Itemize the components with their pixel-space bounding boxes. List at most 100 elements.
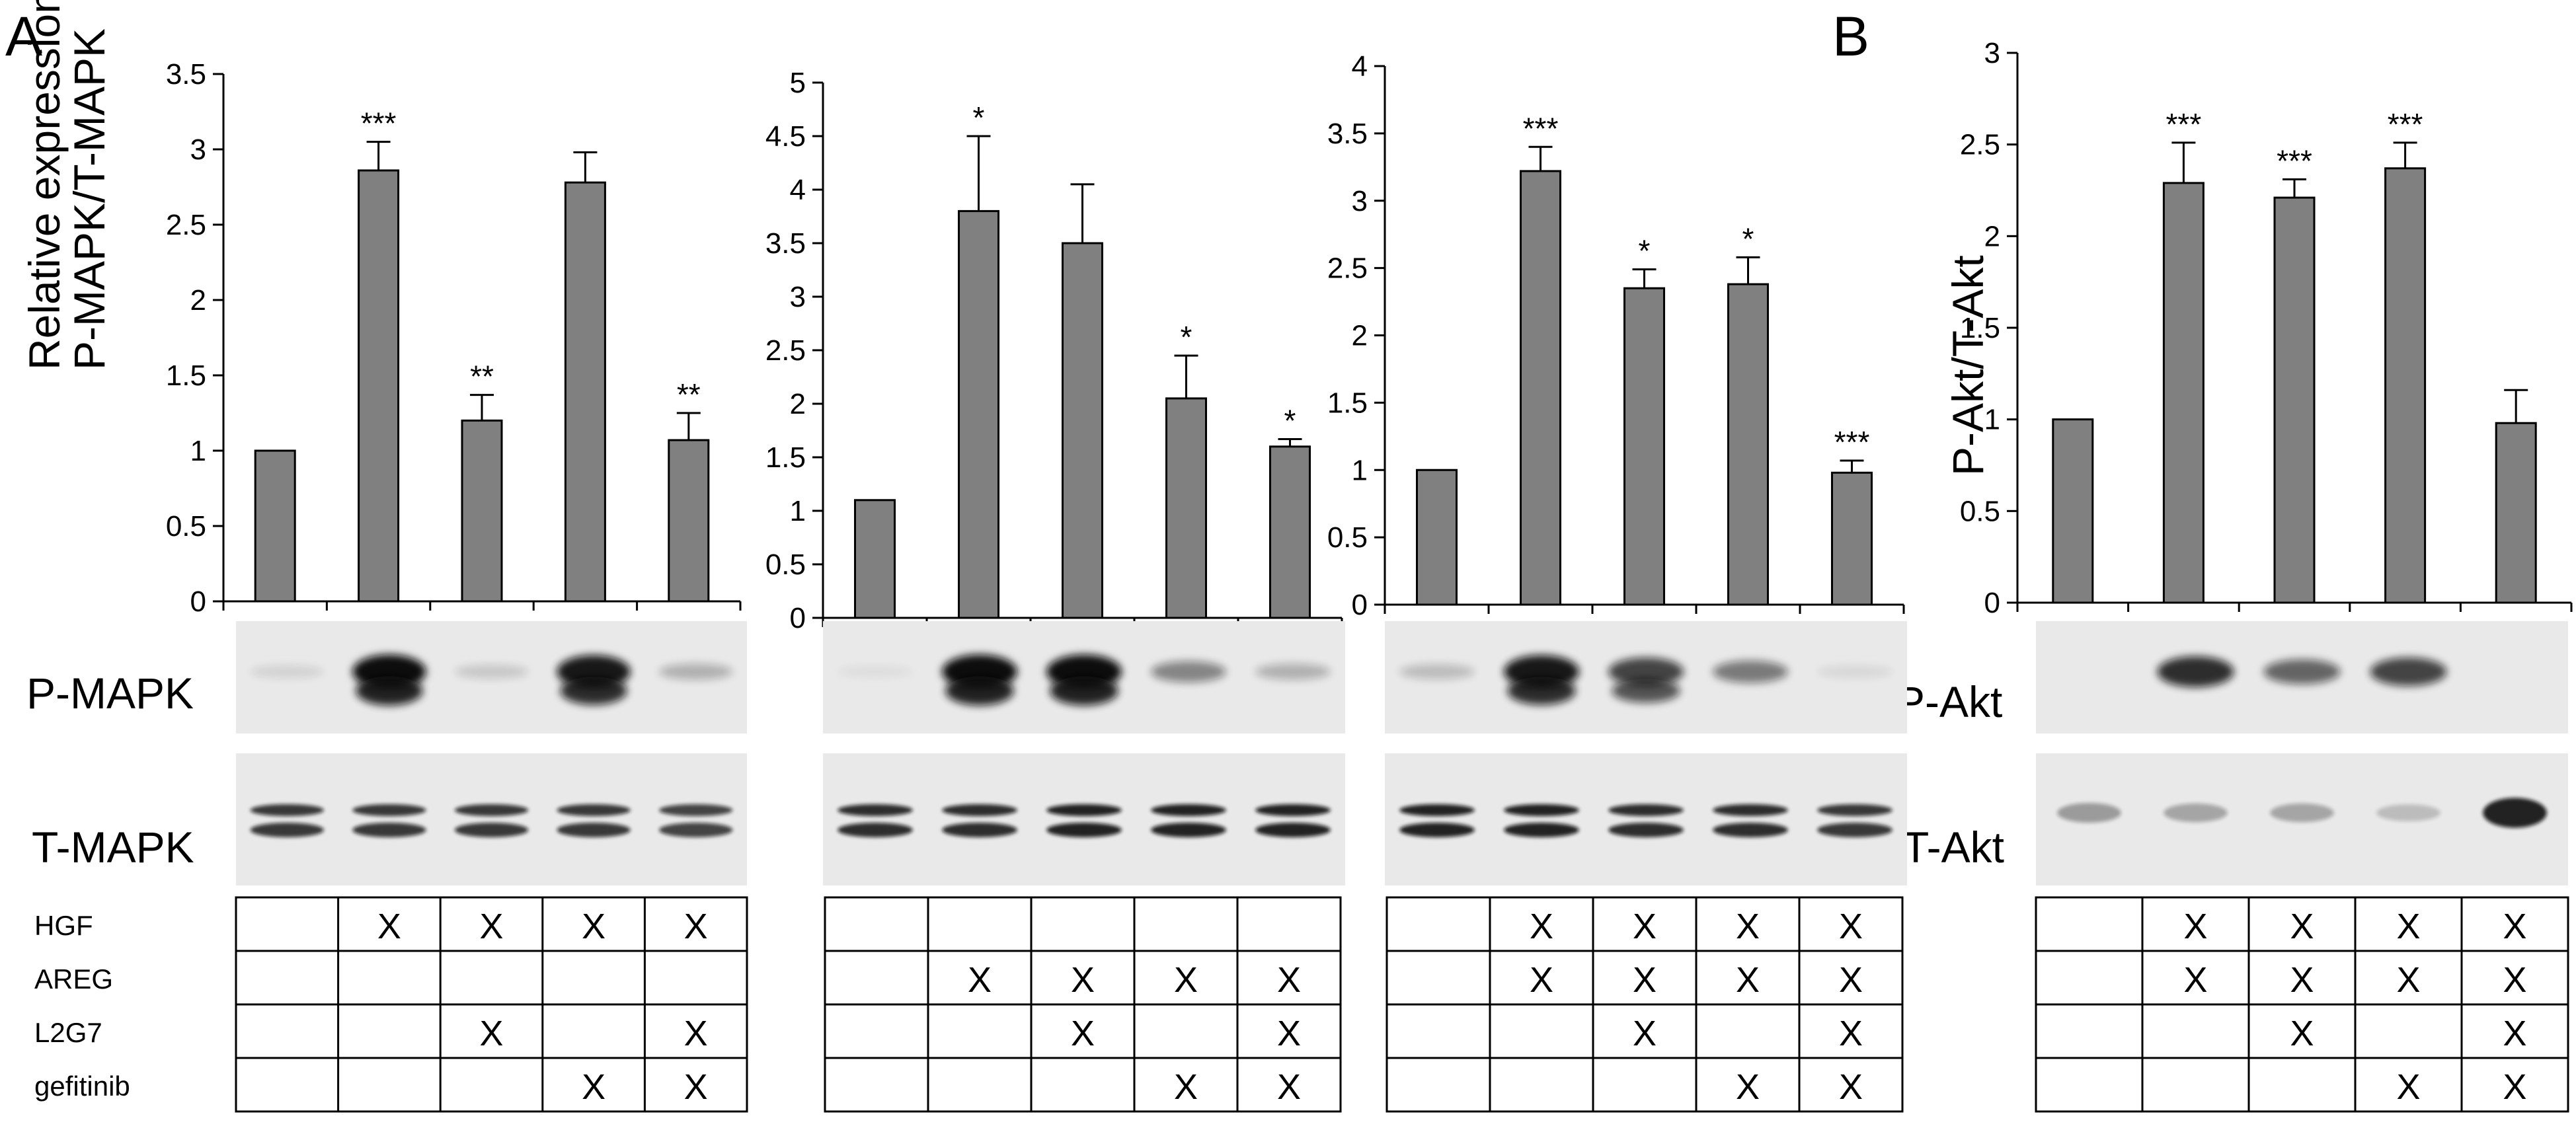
treatment-mark: X (1736, 1067, 1760, 1107)
blot-band (2263, 659, 2341, 685)
treatment-mark: X (1839, 1067, 1863, 1107)
treatment-mark: X (1633, 960, 1657, 1000)
bar (2273, 196, 2316, 604)
blot-band (945, 676, 1014, 706)
blot-label-p-akt: P-Akt (1896, 677, 2002, 726)
bar (854, 499, 896, 619)
blot-band (560, 677, 627, 705)
y-tick-label: 1.5 (765, 441, 806, 474)
treatment-mark: X (1277, 1014, 1301, 1053)
significance-label: *** (1523, 111, 1559, 145)
y-tick-label: 1 (1352, 454, 1368, 486)
significance-label: ** (677, 377, 701, 412)
treatment-mark: X (2183, 960, 2207, 1000)
blot-band (1255, 823, 1331, 837)
treatment-mark: X (1736, 907, 1760, 946)
bar (1727, 283, 1769, 606)
treatment-mark: X (1633, 1014, 1657, 1053)
treatment-mark: X (1071, 960, 1095, 1000)
treatment-mark: X (2290, 1014, 2314, 1053)
treatment-mark: X (1277, 1067, 1301, 1107)
bar (1831, 471, 1873, 606)
y-axis-title-line1: Relative expression (20, 0, 69, 370)
blot-band (2270, 803, 2334, 823)
significance-label: *** (2388, 107, 2423, 141)
blot-band (1608, 658, 1684, 686)
blot-band (454, 823, 529, 837)
blot-band (250, 804, 324, 816)
blot-band (557, 804, 631, 816)
blot-label-p-mapk: P-MAPK (26, 669, 194, 718)
blot-band (1713, 823, 1788, 837)
bar (958, 209, 999, 619)
blot-band (1151, 823, 1226, 837)
treatment-mark: X (1633, 907, 1657, 946)
bar (2052, 418, 2094, 604)
treatment-mark: X (684, 1067, 708, 1107)
total-blot-image (236, 753, 747, 885)
y-tick-label: 1.5 (166, 359, 206, 392)
row-label-gefitinib: gefitinib (34, 1071, 130, 1102)
blot-band (2164, 803, 2228, 823)
treatment-mark: X (968, 960, 992, 1000)
y-tick-label: 3.5 (1327, 118, 1368, 150)
blot-band (1817, 804, 1893, 816)
treatment-mark: X (1174, 1067, 1198, 1107)
treatment-tables: X X X XX XX XX X X XX XX XX X X XX X X XX XX XX X X XX X X XX XX X (235, 896, 2569, 1113)
bar (2384, 167, 2427, 604)
y-tick-label: 3.5 (765, 227, 806, 260)
blot-band (356, 676, 423, 706)
bar (668, 439, 710, 603)
y-tick-label: 3.5 (166, 58, 206, 91)
y-tick-label: 0 (1984, 587, 2000, 619)
blot-band (942, 823, 1017, 837)
row-label-l2g7: L2G7 (34, 1017, 102, 1048)
y-tick-label: 0.5 (765, 548, 806, 581)
total-blot-image (823, 753, 1345, 885)
bar (2162, 182, 2205, 604)
y-tick-label: 1.5 (1327, 387, 1368, 419)
significance-label: * (1742, 221, 1754, 256)
treatment-mark: X (1277, 960, 1301, 1000)
y-tick-label: 2.5 (765, 334, 806, 367)
y-tick-label: 0.5 (1327, 521, 1368, 554)
blot-band (838, 823, 913, 837)
significance-label: * (1181, 320, 1192, 354)
blot-band (352, 823, 426, 837)
blot-label-t-akt: T-Akt (1902, 823, 2004, 872)
blot-band (1608, 823, 1684, 837)
y-tick-label: 2.5 (166, 209, 206, 241)
significance-label: * (1639, 234, 1651, 268)
treatment-mark: X (1071, 1014, 1095, 1053)
bar (358, 169, 400, 603)
y-tick-label: 4.5 (765, 120, 806, 153)
blot-band (1399, 804, 1475, 816)
blot-band (454, 804, 529, 816)
bar (564, 181, 606, 603)
row-label-areg: AREG (34, 963, 113, 995)
blot-band (250, 823, 324, 837)
y-tick-label: 1 (190, 435, 206, 467)
treatment-mark: X (2396, 960, 2420, 1000)
significance-label: ** (470, 359, 494, 394)
y-tick-label: 2 (790, 388, 806, 420)
treatment-mark: X (2396, 907, 2420, 946)
y-tick-label: 5 (790, 67, 806, 99)
treatment-mark: X (582, 1067, 605, 1107)
blot-band (659, 663, 733, 680)
significance-label: * (1284, 403, 1296, 437)
blot-band (838, 665, 913, 678)
treatment-mark: X (1839, 960, 1863, 1000)
bar (1269, 445, 1311, 619)
bar (1623, 287, 1665, 606)
blot-band (250, 665, 324, 679)
treatment-mark: X (582, 907, 605, 946)
total-blot-image (1385, 753, 1907, 885)
blot-band (1399, 663, 1475, 680)
significance-label: *** (2166, 107, 2202, 141)
blot-band (1050, 676, 1118, 706)
y-tick-label: 0.5 (166, 510, 206, 543)
row-label-hgf: HGF (34, 910, 93, 941)
blot-band (352, 804, 426, 816)
